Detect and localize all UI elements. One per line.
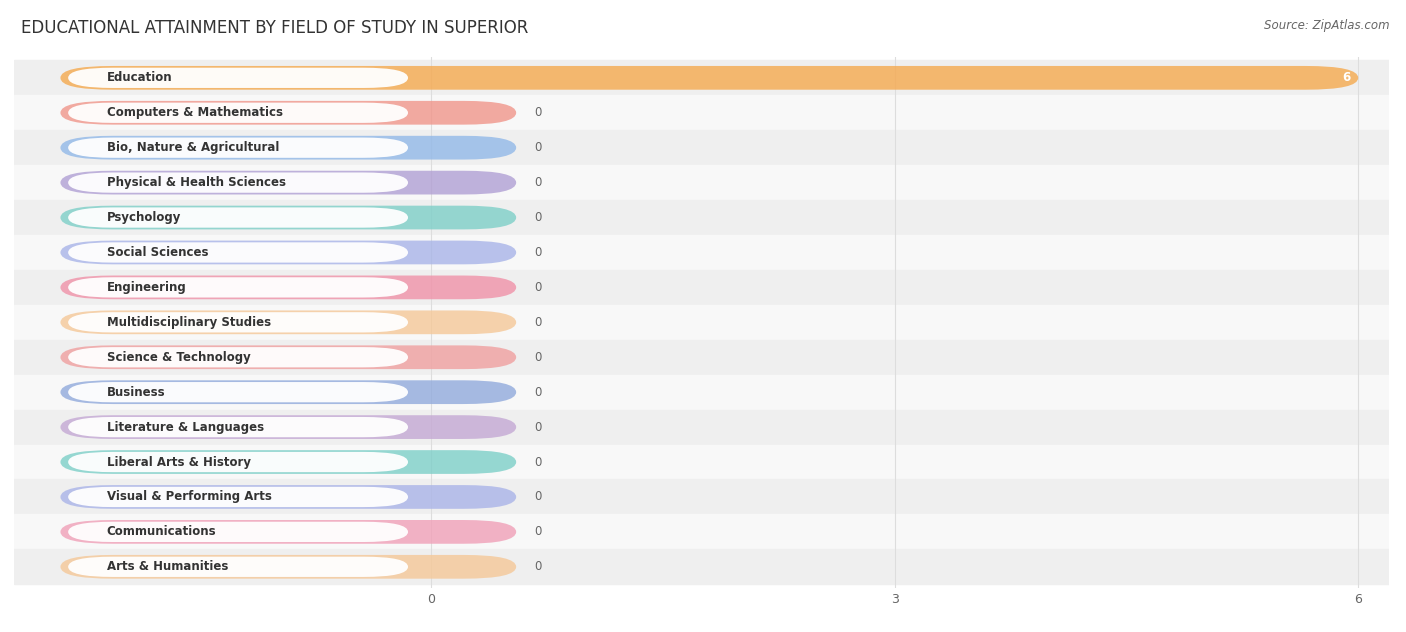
Text: Bio, Nature & Agricultural: Bio, Nature & Agricultural: [107, 141, 280, 154]
Text: Social Sciences: Social Sciences: [107, 246, 208, 259]
FancyBboxPatch shape: [60, 450, 516, 474]
FancyBboxPatch shape: [67, 382, 408, 403]
FancyBboxPatch shape: [67, 68, 408, 88]
Text: 0: 0: [534, 106, 543, 119]
FancyBboxPatch shape: [60, 380, 516, 404]
Text: 0: 0: [534, 281, 543, 294]
FancyBboxPatch shape: [67, 522, 408, 542]
Text: 0: 0: [534, 490, 543, 504]
FancyBboxPatch shape: [60, 136, 516, 159]
Bar: [14, 130, 1389, 165]
Text: Engineering: Engineering: [107, 281, 187, 294]
Bar: [14, 375, 1389, 410]
FancyBboxPatch shape: [67, 207, 408, 228]
Bar: [14, 549, 1389, 584]
Text: 6: 6: [1343, 71, 1351, 84]
Text: Multidisciplinary Studies: Multidisciplinary Studies: [107, 316, 271, 329]
FancyBboxPatch shape: [60, 345, 516, 369]
FancyBboxPatch shape: [60, 520, 516, 544]
FancyBboxPatch shape: [60, 205, 516, 229]
FancyBboxPatch shape: [60, 276, 516, 300]
Text: Science & Technology: Science & Technology: [107, 351, 250, 364]
Text: Liberal Arts & History: Liberal Arts & History: [107, 456, 250, 468]
Text: EDUCATIONAL ATTAINMENT BY FIELD OF STUDY IN SUPERIOR: EDUCATIONAL ATTAINMENT BY FIELD OF STUDY…: [21, 19, 529, 37]
Text: Business: Business: [107, 386, 166, 399]
Bar: [14, 444, 1389, 480]
FancyBboxPatch shape: [67, 312, 408, 332]
Bar: [14, 95, 1389, 130]
FancyBboxPatch shape: [67, 487, 408, 507]
Bar: [14, 200, 1389, 235]
Bar: [14, 480, 1389, 514]
FancyBboxPatch shape: [67, 347, 408, 367]
Text: 0: 0: [534, 456, 543, 468]
Text: Psychology: Psychology: [107, 211, 181, 224]
Text: Arts & Humanities: Arts & Humanities: [107, 561, 228, 573]
FancyBboxPatch shape: [67, 277, 408, 298]
Text: 0: 0: [534, 421, 543, 434]
Bar: [14, 61, 1389, 95]
FancyBboxPatch shape: [67, 452, 408, 472]
Bar: [14, 305, 1389, 340]
FancyBboxPatch shape: [60, 485, 516, 509]
Text: 0: 0: [534, 246, 543, 259]
Text: 0: 0: [534, 141, 543, 154]
FancyBboxPatch shape: [60, 241, 516, 264]
Text: Source: ZipAtlas.com: Source: ZipAtlas.com: [1264, 19, 1389, 32]
FancyBboxPatch shape: [67, 417, 408, 437]
Bar: [14, 165, 1389, 200]
Bar: [14, 410, 1389, 444]
Bar: [14, 514, 1389, 549]
Bar: [14, 340, 1389, 375]
Text: Education: Education: [107, 71, 173, 84]
FancyBboxPatch shape: [60, 101, 516, 125]
Bar: [14, 235, 1389, 270]
Text: 0: 0: [534, 351, 543, 364]
Text: 0: 0: [534, 386, 543, 399]
Bar: [14, 270, 1389, 305]
FancyBboxPatch shape: [67, 102, 408, 123]
Text: Visual & Performing Arts: Visual & Performing Arts: [107, 490, 271, 504]
Text: 0: 0: [534, 525, 543, 538]
FancyBboxPatch shape: [60, 171, 516, 195]
FancyBboxPatch shape: [60, 415, 516, 439]
FancyBboxPatch shape: [60, 66, 1358, 90]
FancyBboxPatch shape: [67, 138, 408, 158]
FancyBboxPatch shape: [67, 557, 408, 577]
Text: Communications: Communications: [107, 525, 217, 538]
FancyBboxPatch shape: [67, 173, 408, 193]
Text: Literature & Languages: Literature & Languages: [107, 421, 264, 434]
Text: Computers & Mathematics: Computers & Mathematics: [107, 106, 283, 119]
FancyBboxPatch shape: [60, 310, 516, 334]
Text: 0: 0: [534, 316, 543, 329]
Text: 0: 0: [534, 176, 543, 189]
Text: Physical & Health Sciences: Physical & Health Sciences: [107, 176, 285, 189]
FancyBboxPatch shape: [60, 555, 516, 579]
Text: 0: 0: [534, 561, 543, 573]
Text: 0: 0: [534, 211, 543, 224]
FancyBboxPatch shape: [67, 242, 408, 263]
